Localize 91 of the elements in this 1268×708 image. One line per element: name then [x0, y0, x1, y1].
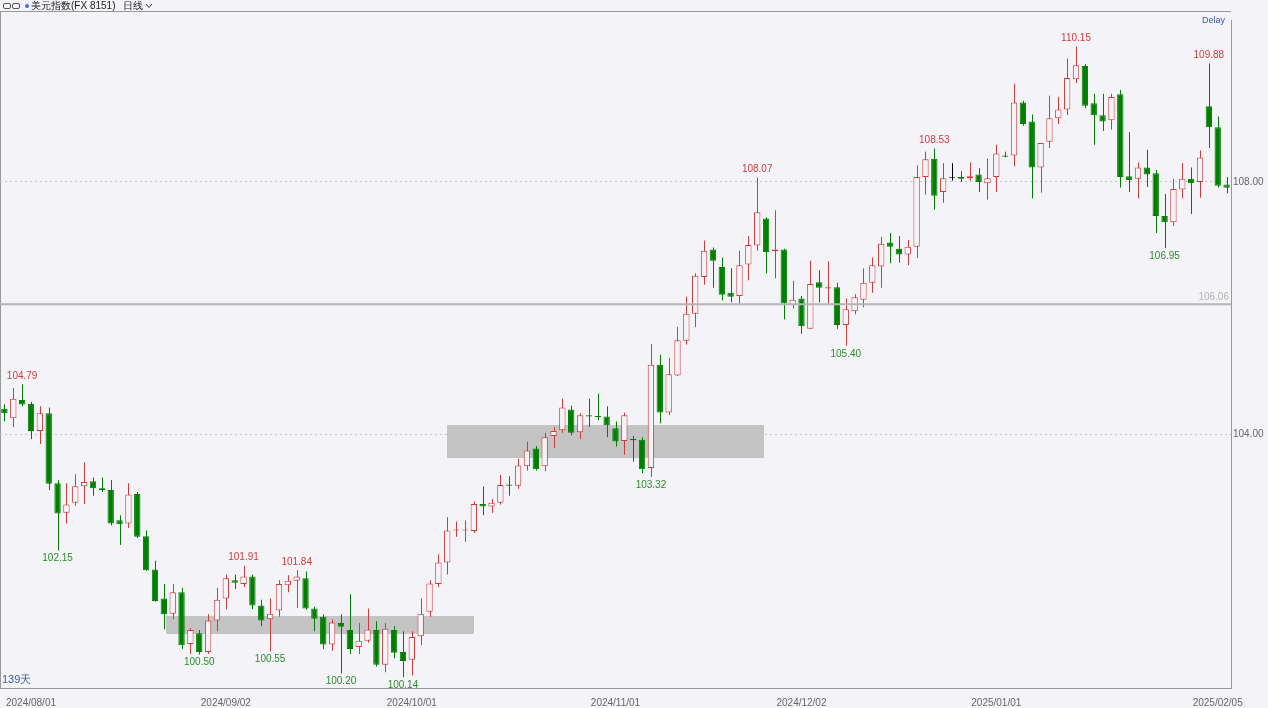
- candlestick: [293, 569, 300, 609]
- chart-subtitle: 日线: [123, 0, 144, 12]
- candlestick: [89, 477, 97, 497]
- candlestick: [1072, 45, 1080, 84]
- ref-line-label: 106.06: [1198, 290, 1230, 302]
- annotation: Delay: [1201, 15, 1225, 25]
- candlestick: [939, 162, 947, 204]
- candlestick: [1046, 95, 1053, 149]
- candlestick: [514, 458, 522, 490]
- candlestick: [922, 151, 929, 196]
- annotation: 104.79: [6, 370, 38, 381]
- x-tick-label: 2024/10/01: [386, 696, 438, 708]
- x-tick-label: 2025/01/01: [971, 696, 1022, 708]
- x-tick-label: 2024/09/02: [200, 696, 252, 708]
- candlestick: [355, 622, 362, 655]
- annotation: 110.15: [1061, 32, 1092, 44]
- annotation: 100.55: [254, 653, 286, 665]
- candlestick: [869, 257, 876, 294]
- candlestick: [328, 618, 336, 652]
- candlestick: [408, 630, 415, 676]
- candlestick: [196, 629, 203, 656]
- candlestick: [364, 608, 371, 644]
- annotation: 103.32: [635, 478, 667, 490]
- annotation: 101.91: [228, 551, 260, 563]
- candlestick: [1205, 62, 1213, 149]
- annotation: 102.15: [42, 552, 74, 564]
- annotation: 139天: [2, 672, 32, 687]
- candlestick: [240, 565, 247, 588]
- candlestick: [886, 232, 894, 264]
- candlestick: [1196, 149, 1204, 199]
- candlestick: [399, 630, 407, 678]
- candlestick: [621, 412, 628, 456]
- candlestick: [993, 144, 1000, 193]
- candlestick: [435, 553, 442, 588]
- annotation: 105.40: [830, 347, 862, 359]
- annotation: 100.14: [387, 679, 419, 691]
- candlestick: [1108, 93, 1115, 131]
- candlestick: [816, 269, 823, 303]
- annotation: 109.88: [1193, 49, 1225, 61]
- x-tick-label: 2024/12/02: [776, 696, 827, 708]
- annotation: 106.95: [1149, 249, 1181, 261]
- candlestick: [576, 412, 584, 440]
- candlestick: [222, 574, 230, 610]
- candlestick: [1143, 149, 1151, 188]
- candlestick: [727, 267, 734, 303]
- candlestick: [479, 485, 486, 516]
- candlestick: [346, 593, 354, 655]
- candlestick: [975, 167, 982, 193]
- candlestick: [1134, 161, 1142, 199]
- annotation: 100.50: [183, 656, 215, 668]
- annotation: 108.07: [741, 163, 773, 175]
- x-tick-label: 2025/02/05: [1192, 696, 1244, 708]
- x-tick-label: 2024/08/01: [5, 696, 57, 708]
- candlestick: [1055, 96, 1062, 125]
- candlestick: [523, 441, 531, 472]
- candlestick: [311, 606, 318, 632]
- candlestick: [1037, 142, 1044, 194]
- candlestick: [417, 598, 424, 646]
- candlestick: [497, 474, 504, 506]
- candlestick: [1125, 131, 1133, 193]
- candlestick: [1099, 93, 1106, 132]
- candlestick: [603, 405, 610, 438]
- candlestick: [72, 473, 79, 507]
- candlestick: [1090, 93, 1097, 146]
- candlestick: [36, 405, 44, 445]
- candlestick: [612, 420, 619, 448]
- y-tick-label: 104.00: [1233, 427, 1265, 439]
- candlestick: [745, 235, 752, 281]
- candlestick: [1161, 193, 1168, 249]
- candlestick: [169, 583, 176, 620]
- candlestick: [390, 625, 398, 659]
- candlestick: [116, 514, 123, 546]
- annotation: 101.84: [281, 555, 313, 567]
- candlestick: [984, 158, 991, 201]
- candlestick: [568, 405, 575, 436]
- candlestick: [709, 247, 717, 289]
- chart-title: 美元指数(FX 8151): [31, 0, 116, 12]
- candlestick: [842, 298, 849, 347]
- candlestick: [258, 599, 265, 627]
- annotation: 100.20: [325, 675, 357, 687]
- candlestick: [1179, 162, 1186, 199]
- candlestick: [860, 267, 867, 308]
- candlestick: [559, 398, 566, 434]
- candlestick: [63, 482, 70, 525]
- y-tick-label: 108.00: [1233, 175, 1265, 187]
- candlestick: [550, 426, 557, 449]
- candlestick: [213, 587, 221, 632]
- candlestick: [337, 613, 345, 675]
- x-tick-label: 2024/11/01: [590, 696, 641, 708]
- candlestick: [187, 627, 194, 655]
- annotation: 108.53: [919, 134, 951, 146]
